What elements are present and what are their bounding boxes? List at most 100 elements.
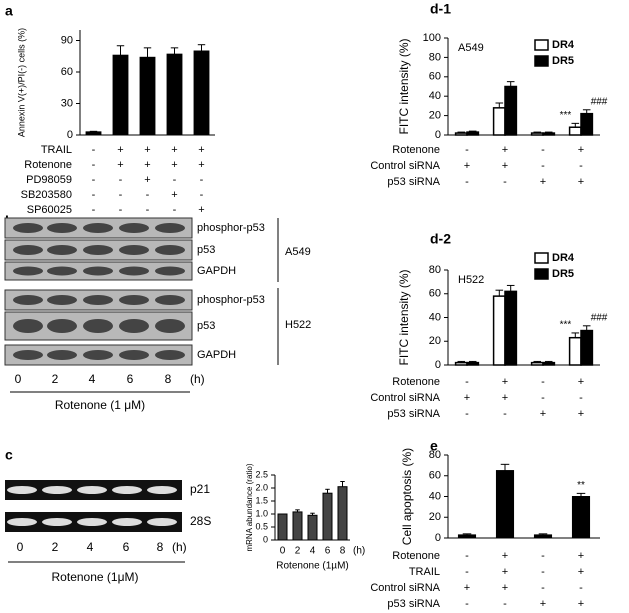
y-tick-label: 80 xyxy=(429,264,441,276)
condition-sign: + xyxy=(144,144,150,156)
condition-sign: + xyxy=(578,144,584,156)
y-tick-label: 40 xyxy=(429,311,441,323)
lane-label: 8 xyxy=(157,540,164,554)
blot-band xyxy=(47,350,77,360)
blot-band xyxy=(83,223,113,233)
condition-sign: + xyxy=(502,392,508,404)
condition-sign: - xyxy=(541,376,545,388)
y-tick-label: 0 xyxy=(263,534,268,544)
condition-label: SP60025 xyxy=(27,204,72,216)
condition-sign: - xyxy=(541,392,545,404)
treatment-label: Rotenone (1 μM) xyxy=(55,398,145,412)
gel-band xyxy=(42,486,72,494)
y-tick-label: 20 xyxy=(429,110,441,122)
gel-band xyxy=(77,486,107,494)
bar xyxy=(85,131,102,136)
condition-sign: - xyxy=(200,189,204,201)
bar xyxy=(322,492,333,541)
blot-band xyxy=(47,319,77,333)
gel-band xyxy=(7,486,37,494)
y-axis-label: Cell apoptosis (%) xyxy=(400,448,414,545)
condition-sign: + xyxy=(171,189,177,201)
panel-label: a xyxy=(5,3,13,19)
condition-label: Control siRNA xyxy=(370,392,440,404)
condition-sign: + xyxy=(502,566,508,578)
blot-row-label: phosphor-p53 xyxy=(197,294,265,306)
y-tick-label: 0 xyxy=(435,532,441,544)
y-tick-label: 0.5 xyxy=(255,521,268,531)
condition-sign: - xyxy=(465,376,469,388)
panel-label: d-2 xyxy=(430,231,451,247)
lane-label: 2 xyxy=(52,372,59,386)
blot-band xyxy=(119,350,149,360)
lane-label: 6 xyxy=(127,372,134,386)
lane-label: 6 xyxy=(123,540,130,554)
bar xyxy=(533,534,553,539)
condition-sign: - xyxy=(92,144,96,156)
y-axis-label: Annexin V(+)/PI(-) cells (%) xyxy=(16,28,26,137)
condition-label: TRAIL xyxy=(409,566,440,578)
condition-sign: - xyxy=(92,204,96,216)
gel-band xyxy=(112,486,142,494)
condition-sign: - xyxy=(146,189,150,201)
legend-label: DR4 xyxy=(552,39,575,51)
lane-label: 4 xyxy=(87,540,94,554)
condition-label: Control siRNA xyxy=(370,582,440,594)
blot-band xyxy=(155,319,185,333)
lane-label: 2 xyxy=(52,540,59,554)
condition-sign: + xyxy=(502,376,508,388)
blot-row-label: GAPDH xyxy=(197,349,236,361)
y-tick-label: 2.5 xyxy=(255,469,268,479)
condition-sign: - xyxy=(541,550,545,562)
significance-mark: *** xyxy=(560,320,572,331)
y-tick-label: 90 xyxy=(61,34,73,46)
condition-label: p53 siRNA xyxy=(387,176,440,188)
bar xyxy=(530,361,544,366)
y-tick-label: 60 xyxy=(429,71,441,83)
condition-label: SB203580 xyxy=(21,189,72,201)
condition-sign: - xyxy=(541,582,545,594)
bar xyxy=(466,361,480,366)
blot-band xyxy=(119,295,149,305)
significance-mark: ** xyxy=(577,480,585,491)
bar xyxy=(504,290,518,366)
bar xyxy=(454,361,468,366)
significance-mark: *** xyxy=(560,110,572,121)
x-tick-label: 8 xyxy=(340,546,346,557)
bar xyxy=(571,496,591,539)
bar xyxy=(580,112,594,136)
y-tick-label: 0 xyxy=(435,359,441,371)
condition-sign: - xyxy=(92,174,96,186)
condition-label: Rotenone xyxy=(392,376,440,388)
gel-band xyxy=(147,518,177,526)
blot-band xyxy=(155,266,185,276)
condition-sign: - xyxy=(465,408,469,420)
y-tick-label: 40 xyxy=(429,490,441,502)
condition-sign: + xyxy=(464,160,470,172)
condition-sign: + xyxy=(540,598,546,610)
blot-band xyxy=(13,266,43,276)
blot-band xyxy=(13,319,43,333)
panel-label: d-1 xyxy=(430,1,451,17)
bar xyxy=(542,361,556,366)
condition-sign: + xyxy=(578,598,584,610)
blot-band xyxy=(47,295,77,305)
x-tick-label: 2 xyxy=(295,546,301,557)
blot-band xyxy=(119,223,149,233)
bar xyxy=(277,513,288,541)
condition-sign: + xyxy=(144,174,150,186)
condition-sign: + xyxy=(198,159,204,171)
lane-label: 8 xyxy=(165,372,172,386)
bar xyxy=(580,329,594,366)
bar xyxy=(504,85,518,136)
bar xyxy=(542,132,556,136)
blot-band xyxy=(47,223,77,233)
y-tick-label: 1.0 xyxy=(255,508,268,518)
blot-band xyxy=(83,295,113,305)
condition-label: PD98059 xyxy=(26,174,72,186)
condition-sign: + xyxy=(502,144,508,156)
x-unit: (h) xyxy=(353,546,365,557)
condition-sign: - xyxy=(503,176,507,188)
gel-band xyxy=(7,518,37,526)
bar xyxy=(337,486,348,541)
